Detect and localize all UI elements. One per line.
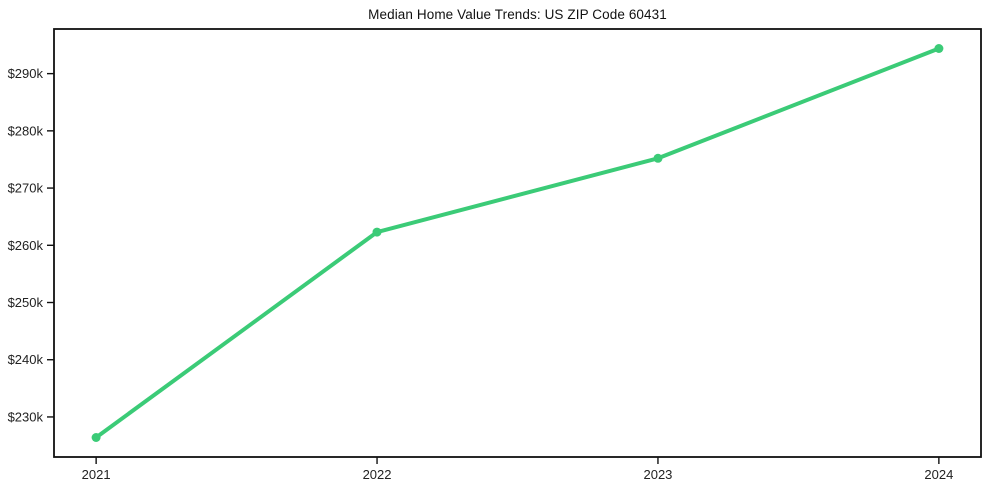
y-tick-label: $260k [8, 238, 44, 253]
x-tick-label: 2024 [924, 467, 953, 482]
plot-border [53, 28, 982, 458]
y-tick-label: $240k [8, 352, 44, 367]
data-point-2024 [934, 44, 944, 53]
data-point-2021 [91, 433, 101, 442]
x-tick-label: 2023 [643, 467, 672, 482]
y-tick-label: $250k [8, 295, 44, 310]
x-tick-label: 2021 [82, 467, 111, 482]
trend-line [94, 46, 941, 440]
y-tick-label: $270k [8, 181, 44, 196]
y-tick-label: $280k [8, 123, 44, 138]
x-tick-label: 2022 [363, 467, 392, 482]
chart-title: Median Home Value Trends: US ZIP Code 60… [368, 7, 667, 22]
y-tick-label: $230k [8, 409, 44, 424]
data-point-2023 [653, 153, 663, 163]
data-point-2022 [372, 227, 382, 237]
y-tick-label: $290k [8, 66, 44, 81]
